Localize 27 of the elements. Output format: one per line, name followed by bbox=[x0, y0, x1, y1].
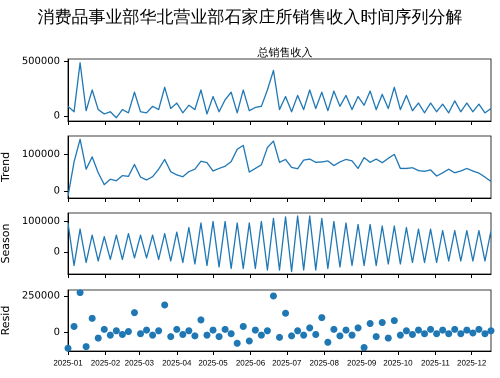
y-tick-label: 0 bbox=[54, 246, 60, 258]
x-tick-label: 2025-02 bbox=[90, 358, 121, 368]
x-tick-label: 2025-04 bbox=[162, 358, 192, 368]
line-series bbox=[67, 62, 492, 118]
y-axis-title: Trend bbox=[0, 152, 12, 184]
y-tick-label: 0 bbox=[54, 326, 60, 338]
chart-subtitle: 总销售收入 bbox=[256, 46, 312, 59]
x-tick-label: 2025-05 bbox=[198, 358, 228, 368]
y-tick-label: 100000 bbox=[22, 216, 60, 227]
x-tick-label: 2025-09 bbox=[347, 358, 377, 368]
x-tick-label: 2025-08 bbox=[310, 358, 340, 368]
line-series bbox=[67, 215, 492, 272]
y-tick-label: 250000 bbox=[22, 290, 60, 302]
y-axis-title: Season bbox=[0, 224, 12, 264]
y-tick-label: 0 bbox=[54, 110, 60, 122]
y-axis-title: Resid bbox=[0, 306, 12, 336]
x-tick-label: 2025-12 bbox=[456, 358, 487, 368]
x-tick-label: 2025-07 bbox=[272, 358, 302, 368]
y-tick-label: 100000 bbox=[22, 149, 60, 160]
x-tick-label: 2025-03 bbox=[124, 358, 155, 368]
x-tick-label: 2025-01 bbox=[53, 358, 84, 368]
x-tick-label: 2025-11 bbox=[421, 358, 450, 368]
y-tick-label: 0 bbox=[54, 185, 60, 196]
x-tick-label: 2025-10 bbox=[383, 358, 414, 368]
chart-title: 消费品事业部华北营业部石家庄所销售收入时间序列分解 bbox=[38, 8, 462, 28]
y-tick-label: 500000 bbox=[22, 56, 60, 68]
x-tick-label: 2025-06 bbox=[236, 358, 266, 368]
